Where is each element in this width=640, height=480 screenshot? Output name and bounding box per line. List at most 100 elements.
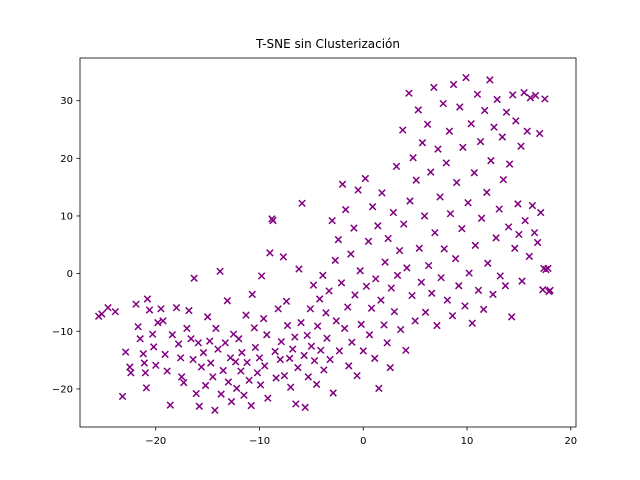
- data-point: [353, 371, 361, 380]
- data-point: [530, 228, 539, 237]
- y-tick-label: 20: [60, 154, 73, 165]
- data-point: [126, 363, 134, 371]
- data-point: [492, 234, 500, 242]
- data-point: [149, 343, 158, 351]
- data-point: [139, 350, 148, 358]
- data-point: [140, 359, 149, 367]
- data-point: [479, 305, 488, 314]
- data-point: [348, 338, 356, 346]
- data-point: [396, 325, 405, 334]
- data-point: [400, 220, 408, 228]
- data-point: [98, 310, 106, 318]
- data-point: [313, 322, 322, 330]
- data-point: [303, 331, 311, 340]
- data-point: [174, 340, 183, 348]
- data-point: [325, 287, 333, 295]
- data-point: [368, 203, 377, 211]
- data-point: [168, 331, 177, 339]
- x-tick-label: 10: [461, 436, 474, 447]
- data-point: [203, 313, 212, 321]
- data-point: [439, 99, 447, 108]
- data-point: [378, 189, 386, 197]
- data-point: [420, 212, 429, 220]
- data-point: [343, 303, 352, 311]
- data-point: [243, 358, 251, 367]
- data-point: [226, 354, 235, 362]
- data-point: [276, 355, 284, 364]
- x-tick-label: −20: [145, 436, 166, 447]
- data-point: [456, 103, 464, 111]
- data-point: [375, 384, 383, 393]
- data-point: [334, 235, 343, 244]
- data-point: [238, 348, 246, 357]
- data-point: [201, 381, 210, 390]
- data-point: [306, 305, 315, 313]
- data-point: [406, 197, 414, 205]
- data-point: [152, 361, 160, 370]
- data-point: [395, 246, 404, 255]
- data-point: [326, 355, 334, 364]
- data-point: [436, 193, 444, 201]
- data-point: [536, 208, 545, 217]
- data-point: [540, 264, 548, 273]
- data-point: [465, 269, 473, 277]
- data-point: [483, 188, 491, 197]
- data-point: [405, 89, 413, 97]
- data-point: [474, 286, 483, 295]
- y-axis-ticks: −20 −10 0 10 20 30: [52, 96, 80, 395]
- data-point: [518, 277, 526, 285]
- data-point: [104, 303, 112, 312]
- data-point: [525, 252, 534, 261]
- data-point: [426, 168, 435, 176]
- data-point: [517, 142, 525, 150]
- data-point: [531, 91, 540, 100]
- points-layer: [94, 73, 554, 415]
- data-point: [462, 73, 470, 82]
- data-point: [315, 295, 324, 303]
- data-point: [526, 94, 535, 102]
- data-point: [242, 311, 250, 319]
- data-point: [307, 342, 316, 351]
- data-point: [445, 127, 454, 135]
- data-point: [300, 351, 308, 360]
- data-point: [487, 156, 495, 165]
- data-point: [329, 389, 337, 397]
- data-point: [412, 176, 420, 184]
- x-axis-ticks: −20 −10 0 10 20: [145, 427, 577, 447]
- data-point: [227, 397, 236, 406]
- data-point: [294, 363, 302, 372]
- data-point: [111, 307, 120, 316]
- data-point: [223, 297, 232, 305]
- data-point: [247, 401, 255, 410]
- data-point: [199, 348, 208, 357]
- y-tick-label: 10: [60, 211, 73, 222]
- data-point: [433, 321, 441, 330]
- data-point: [319, 271, 327, 280]
- data-point: [370, 354, 379, 363]
- data-point: [250, 324, 259, 332]
- data-point: [350, 224, 358, 232]
- data-point: [190, 274, 198, 282]
- data-point: [283, 321, 292, 330]
- data-point: [480, 106, 489, 115]
- data-point: [452, 178, 461, 187]
- data-point: [295, 265, 303, 273]
- data-point: [389, 208, 398, 217]
- data-point: [154, 318, 162, 327]
- data-point: [387, 284, 396, 292]
- data-point: [195, 402, 204, 410]
- data-point: [232, 384, 241, 393]
- data-point: [260, 362, 269, 370]
- data-point: [332, 317, 341, 325]
- data-point: [161, 350, 169, 359]
- data-point: [240, 391, 248, 400]
- data-point: [251, 343, 260, 352]
- data-point: [277, 337, 286, 346]
- data-point: [143, 295, 152, 303]
- data-point: [461, 302, 469, 310]
- data-point: [528, 201, 537, 210]
- data-point: [309, 281, 318, 289]
- data-point: [507, 313, 516, 321]
- data-point: [380, 321, 388, 329]
